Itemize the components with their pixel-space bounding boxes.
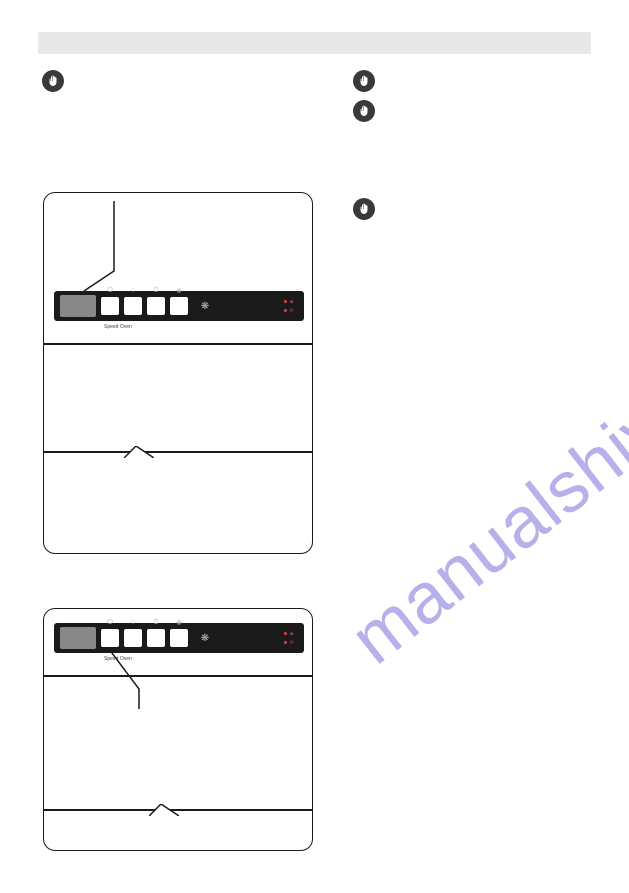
header-bar — [38, 32, 591, 54]
timer-button[interactable]: ⏱ — [147, 297, 165, 315]
callout-line — [99, 649, 159, 709]
display-screen — [60, 627, 96, 649]
hand-stop-icon — [353, 198, 375, 220]
hand-stop-icon — [353, 100, 375, 122]
callout-line — [74, 201, 134, 293]
display-screen — [60, 295, 96, 317]
fan-icon: ❋ — [199, 632, 211, 644]
mode-button[interactable]: ○ — [124, 629, 142, 647]
indicator-leds: ◈ ⟳ — [284, 631, 294, 646]
indicator-leds: ◈ ⟳ — [284, 299, 294, 314]
power-button[interactable]: ⏻ — [101, 297, 119, 315]
door-notch — [149, 803, 179, 815]
divider-line — [44, 675, 312, 677]
oven-diagram-1: ⏻ ○ ⏱ ❋ ❋ ◈ ⟳ Speed Oven — [43, 192, 313, 554]
divider-line — [44, 343, 312, 345]
panel-brand-label: Speed Oven — [104, 324, 132, 330]
oven-diagram-2: ⏻ ○ ⏱ ❋ ❋ ◈ ⟳ Speed Oven — [43, 608, 313, 851]
control-panel: ⏻ ○ ⏱ ❋ ❋ ◈ ⟳ — [54, 291, 304, 321]
hand-stop-icon — [353, 70, 375, 92]
function-button[interactable]: ❋ — [170, 629, 188, 647]
watermark-text: manualshive.com — [336, 262, 629, 681]
timer-button[interactable]: ⏱ — [147, 629, 165, 647]
power-button[interactable]: ⏻ — [101, 629, 119, 647]
function-button[interactable]: ❋ — [170, 297, 188, 315]
hand-stop-icon — [42, 70, 64, 92]
mode-button[interactable]: ○ — [124, 297, 142, 315]
control-panel: ⏻ ○ ⏱ ❋ ❋ ◈ ⟳ — [54, 623, 304, 653]
door-notch — [124, 445, 154, 457]
fan-icon: ❋ — [199, 300, 211, 312]
divider-line — [44, 451, 312, 453]
